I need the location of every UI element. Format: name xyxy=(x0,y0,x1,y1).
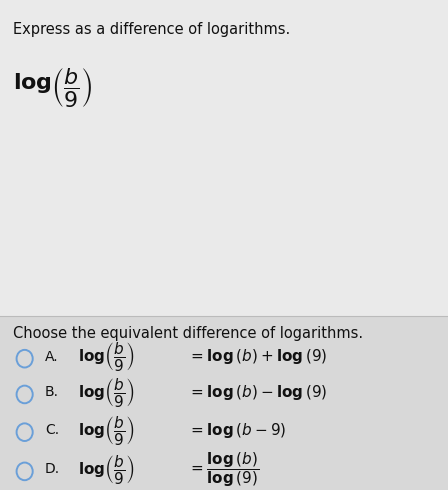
Text: $\mathbf{log}$: $\mathbf{log}$ xyxy=(13,71,52,95)
Text: $\mathbf{log}\left(\dfrac{b}{9}\right)$: $\mathbf{log}\left(\dfrac{b}{9}\right)$ xyxy=(78,340,135,373)
Bar xyxy=(0,316,448,490)
Text: $\mathbf{log}\left(\dfrac{b}{9}\right)$: $\mathbf{log}\left(\dfrac{b}{9}\right)$ xyxy=(78,376,135,409)
Text: $\mathbf{log}\left(\dfrac{b}{9}\right)$: $\mathbf{log}\left(\dfrac{b}{9}\right)$ xyxy=(78,414,135,447)
Text: $= \mathbf{log}\,(b) + \mathbf{log}\,(9)$: $= \mathbf{log}\,(b) + \mathbf{log}\,(9)… xyxy=(188,347,327,366)
Text: Choose the equivalent difference of logarithms.: Choose the equivalent difference of loga… xyxy=(13,326,363,341)
Bar xyxy=(0,0,448,316)
Text: C.: C. xyxy=(45,423,59,437)
Text: $\left(\dfrac{b}{9}\right)$: $\left(\dfrac{b}{9}\right)$ xyxy=(51,66,91,109)
Text: D.: D. xyxy=(45,463,60,476)
Text: B.: B. xyxy=(45,386,59,399)
Text: $= \mathbf{log}\,(b-9)$: $= \mathbf{log}\,(b-9)$ xyxy=(188,421,287,440)
Text: $= \mathbf{log}\,(b) - \mathbf{log}\,(9)$: $= \mathbf{log}\,(b) - \mathbf{log}\,(9)… xyxy=(188,383,327,402)
Text: $=\dfrac{\mathbf{log}\,(b)}{\mathbf{log}\,(9)}$: $=\dfrac{\mathbf{log}\,(b)}{\mathbf{log}… xyxy=(188,450,259,489)
Text: A.: A. xyxy=(45,350,58,364)
Text: $\mathbf{log}\left(\dfrac{b}{9}\right)$: $\mathbf{log}\left(\dfrac{b}{9}\right)$ xyxy=(78,453,135,486)
Text: Express as a difference of logarithms.: Express as a difference of logarithms. xyxy=(13,22,290,37)
